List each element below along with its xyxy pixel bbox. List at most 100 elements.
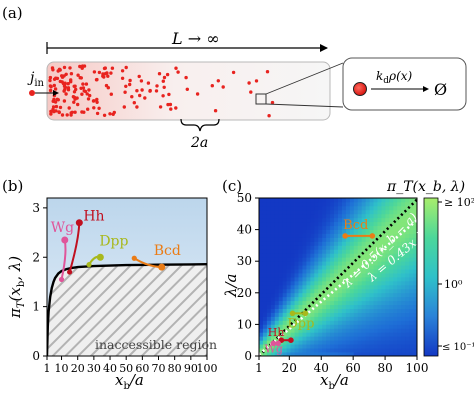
- heatmap-cell: [274, 237, 280, 242]
- heatmap-cell: [266, 198, 272, 203]
- heatmap-cell: [262, 348, 268, 353]
- heatmap-cell: [330, 336, 335, 341]
- heatmap-cell: [326, 284, 331, 290]
- heatmap-cell: [278, 308, 284, 313]
- heatmap-cell: [330, 198, 335, 203]
- heatmap-cell: [409, 233, 414, 238]
- heatmap-cell: [278, 284, 284, 290]
- heatmap-cell: [314, 273, 319, 278]
- heatmap-cell: [278, 217, 284, 223]
- particle: [135, 89, 139, 93]
- heatmap-cell: [259, 316, 264, 321]
- heatmap-cell: [298, 348, 303, 353]
- particle: [210, 84, 214, 88]
- heatmap-cell: [401, 344, 406, 349]
- heatmap-cell: [405, 253, 410, 258]
- heatmap-cell: [278, 265, 284, 270]
- particle: [51, 107, 55, 112]
- heatmap-cell: [353, 292, 359, 298]
- heatmap-cell: [349, 308, 355, 313]
- heatmap-cell: [302, 201, 307, 207]
- heatmap-cell: [330, 348, 335, 353]
- heatmap-cell: [262, 280, 268, 286]
- heatmap-cell: [401, 269, 406, 274]
- heatmap-cell: [349, 265, 355, 270]
- heatmap-cell: [318, 213, 323, 219]
- heatmap-cell: [290, 241, 295, 246]
- heatmap-cell: [357, 198, 363, 203]
- heatmap-cell: [357, 348, 363, 353]
- heatmap-cell: [385, 304, 390, 309]
- heatmap-cell: [314, 304, 319, 309]
- heatmap-cell: [405, 213, 410, 219]
- heatmap-cell: [282, 205, 288, 211]
- heatmap-cell: [353, 296, 359, 302]
- heatmap-cell: [314, 316, 319, 321]
- heatmap-cell: [409, 241, 414, 246]
- particle: [52, 93, 57, 98]
- particle: [81, 82, 85, 86]
- heatmap-cell: [322, 280, 327, 286]
- heatmap-cell: [409, 308, 414, 313]
- heatmap-cell: [385, 217, 390, 223]
- heatmap-cell: [266, 340, 272, 345]
- heatmap-cell: [270, 213, 276, 219]
- heatmap-cell: [266, 253, 272, 258]
- heatmap-cell: [298, 308, 303, 313]
- heatmap-cell: [357, 269, 363, 274]
- particle: [63, 85, 68, 90]
- heatmap-cell: [401, 229, 406, 234]
- particle: [62, 99, 67, 103]
- heatmap-cell: [409, 288, 414, 294]
- heatmap-cell: [413, 269, 417, 274]
- heatmap-cell: [314, 340, 319, 345]
- heatmap-cell: [290, 253, 295, 258]
- heatmap-cell: [353, 308, 359, 313]
- heatmap-cell: [302, 198, 307, 203]
- heatmap-cell: [326, 205, 331, 211]
- heatmap-cell: [286, 269, 291, 274]
- heatmap-cell: [353, 304, 359, 309]
- heatmap-cell: [409, 209, 414, 215]
- heatmap-cell: [405, 229, 410, 234]
- heatmap-cell: [259, 229, 264, 234]
- heatmap-cell: [259, 300, 264, 306]
- heatmap-cell: [405, 241, 410, 246]
- heatmap-cell: [389, 237, 394, 242]
- heatmap-cell: [282, 304, 288, 309]
- heatmap-cell: [274, 328, 280, 333]
- particle: [185, 87, 189, 92]
- heatmap-cell: [314, 209, 319, 215]
- heatmap-cell: [302, 284, 307, 290]
- heatmap-cell: [385, 221, 390, 227]
- heatmap-cell: [361, 253, 367, 258]
- heatmap-cell: [318, 288, 323, 294]
- heatmap-cell: [397, 320, 402, 325]
- heatmap-cell: [294, 217, 299, 223]
- heatmap-cell: [298, 225, 303, 230]
- heatmap-cell: [266, 241, 272, 246]
- heatmap-cell: [397, 352, 402, 356]
- heatmap-cell: [353, 277, 359, 282]
- heatmap-cell: [282, 352, 288, 356]
- heatmap-cell: [286, 253, 291, 258]
- heatmap-cell: [310, 245, 315, 250]
- heatmap-cell: [330, 221, 335, 227]
- heatmap-cell: [393, 257, 398, 262]
- heatmap-cell: [318, 245, 323, 250]
- heatmap-cell: [259, 348, 264, 353]
- heatmap-cell: [377, 292, 382, 298]
- heatmap-cell: [286, 221, 291, 227]
- heatmap-cell: [345, 205, 351, 211]
- heatmap-cell: [322, 336, 327, 341]
- heatmap-cell: [330, 308, 335, 313]
- heatmap-cell: [409, 277, 414, 282]
- particle: [109, 92, 114, 96]
- heatmap-cell: [385, 249, 390, 254]
- heatmap-cell: [365, 312, 370, 317]
- heatmap-cell: [393, 280, 398, 286]
- heatmap-cell: [365, 273, 370, 278]
- heatmap-cell: [369, 217, 374, 223]
- heatmap-cell: [369, 344, 374, 349]
- particle: [270, 100, 275, 105]
